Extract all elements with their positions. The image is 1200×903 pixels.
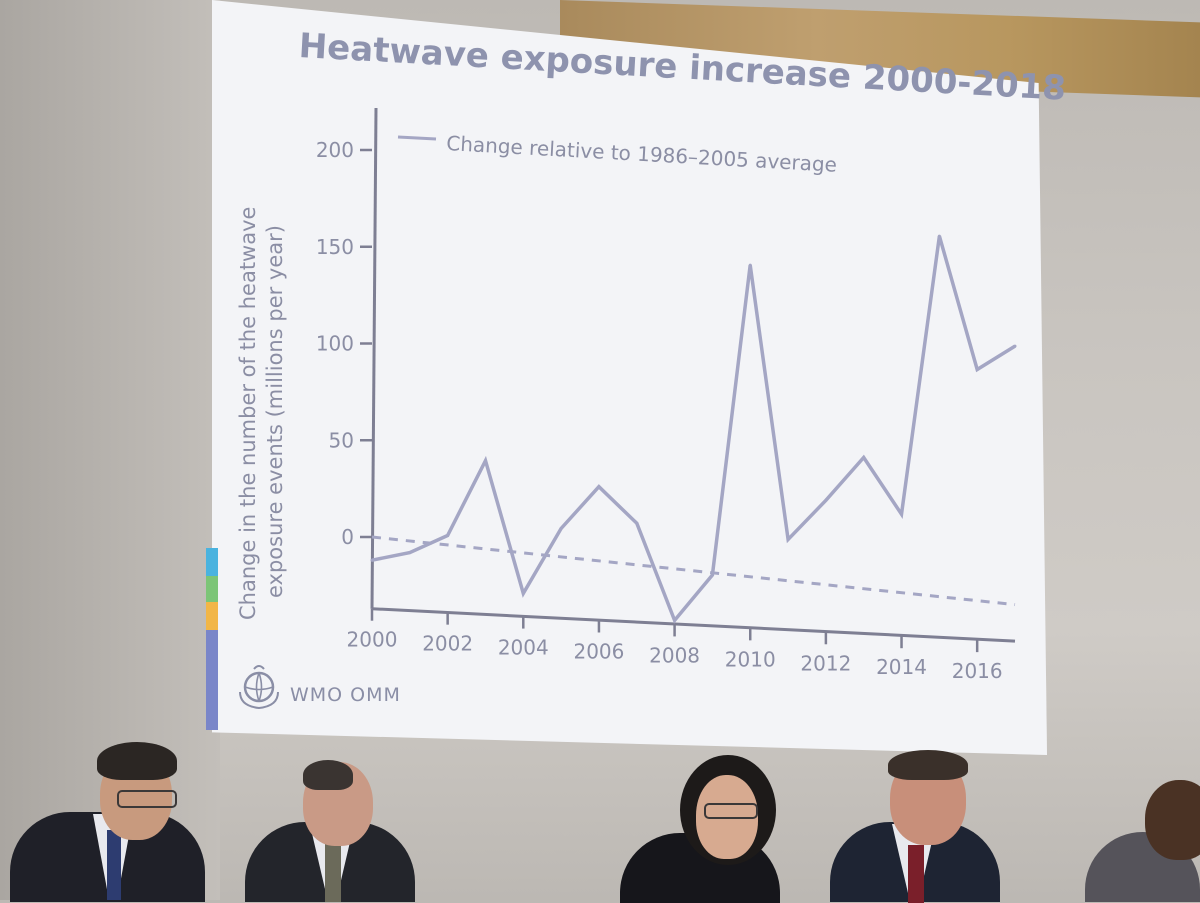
panelist-3: [620, 755, 780, 903]
series-line: [371, 235, 1016, 624]
data-point: [1013, 344, 1017, 348]
data-point: [710, 573, 714, 577]
y-tick-label: 100: [316, 332, 354, 356]
series-group: [370, 234, 1017, 624]
x-tick-label: 2006: [573, 640, 624, 664]
legend-label: Change relative to 1986–2005 average: [446, 131, 838, 177]
data-point: [786, 538, 790, 542]
data-point: [370, 558, 374, 562]
x-tick-label: 2012: [800, 651, 851, 675]
data-point: [900, 512, 904, 516]
x-axis-ticks: 2000 2002 2004 2006 2008 2010 2012 2014 2016: [347, 608, 1003, 683]
wmo-logo-icon: [239, 665, 279, 710]
trend-line-group: [371, 535, 1016, 607]
legend: Change relative to 1986–2005 average: [397, 131, 838, 177]
y-tick-label: 150: [316, 235, 354, 259]
data-point: [597, 485, 601, 489]
color-stripe-blue: [206, 548, 218, 576]
panelist-1: [5, 730, 205, 902]
y-axis-ticks: 0 50 100 150 200: [316, 138, 372, 549]
y-axis-label-line1: Change in the number of the heatwave: [236, 207, 260, 620]
panel-people: [0, 720, 1200, 903]
x-tick-label: 2008: [649, 643, 700, 667]
wmo-logo-text: WMO OMM: [290, 684, 401, 706]
data-point: [521, 591, 525, 595]
x-tick-label: 2000: [347, 628, 398, 652]
data-point: [862, 456, 866, 460]
color-stripe-purple: [206, 630, 218, 730]
data-point: [446, 533, 450, 537]
x-tick-label: 2014: [876, 655, 927, 679]
data-point: [483, 459, 487, 463]
data-point: [937, 234, 941, 238]
y-tick-label: 200: [316, 138, 354, 162]
x-tick-label: 2002: [422, 632, 473, 656]
y-tick-label: 0: [341, 525, 354, 549]
panelist-4: [830, 750, 1000, 903]
x-tick-label: 2016: [952, 659, 1003, 683]
legend-swatch: [397, 135, 437, 141]
x-tick-label: 2010: [725, 647, 776, 671]
x-tick-label: 2004: [498, 636, 549, 660]
panelist-2: [245, 750, 425, 902]
y-tick-label: 50: [329, 428, 354, 452]
trend-line: [371, 535, 1016, 607]
data-point: [635, 521, 639, 525]
data-point: [748, 263, 752, 267]
panelist-5: [1085, 780, 1200, 902]
data-point: [824, 498, 828, 502]
projection-slide: [212, 0, 1047, 755]
line-chart: 0 50 100 150 200 2000 2002 2004 2006 2008 2010 201…: [236, 107, 1017, 683]
data-point: [559, 526, 563, 530]
data-point: [975, 368, 979, 372]
chart-axes: [370, 107, 1016, 643]
y-axis-label-line2: exposure events (millions per year): [263, 225, 287, 598]
data-point: [408, 551, 412, 555]
y-axis-line: [370, 107, 378, 609]
color-stripe-yellow: [206, 602, 218, 630]
color-stripe-green: [206, 576, 218, 602]
data-point: [673, 618, 677, 622]
x-axis-line: [371, 607, 1016, 643]
